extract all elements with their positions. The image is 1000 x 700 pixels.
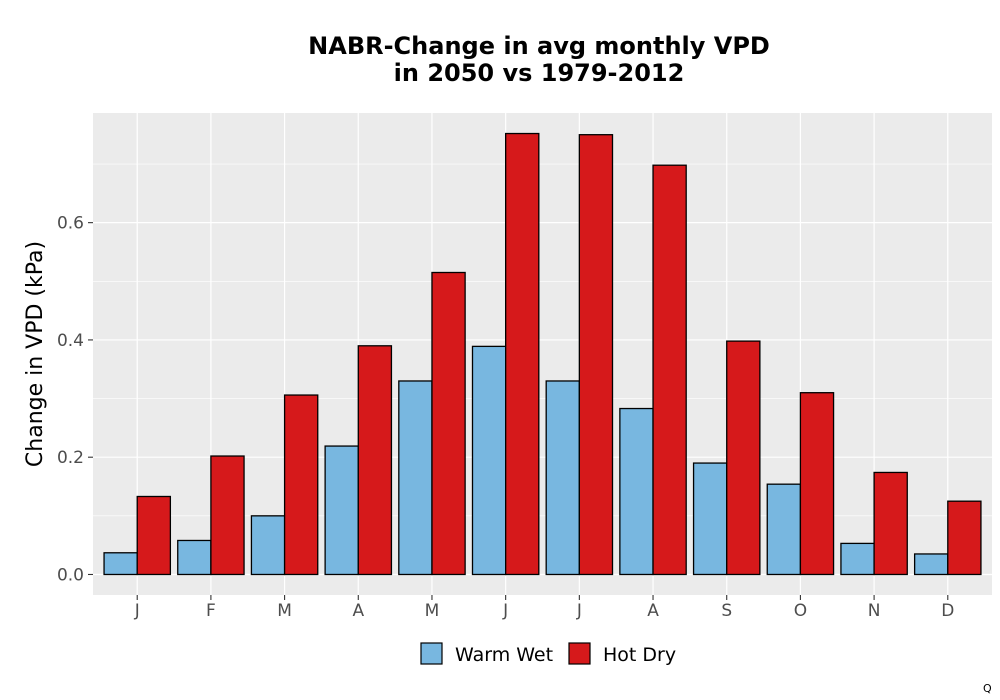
legend-label-hot-dry: Hot Dry — [603, 644, 676, 666]
bar-warm-wet — [250, 515, 286, 576]
x-tick-label: J — [134, 601, 140, 621]
legend-swatch-hot-dry — [568, 642, 591, 665]
corner-mark: Q — [983, 682, 992, 695]
x-tick-label: O — [794, 601, 807, 621]
bar-warm-wet — [913, 553, 949, 576]
bar-hot-dry — [357, 345, 393, 576]
x-tick-label: N — [868, 601, 881, 621]
x-tick-label: A — [647, 601, 659, 621]
bar-hot-dry — [873, 471, 908, 576]
bar-warm-wet — [471, 345, 507, 576]
x-tick-label: D — [941, 601, 954, 621]
bar-hot-dry — [283, 394, 319, 576]
y-tick-label: 0.4 — [57, 331, 84, 351]
bar-warm-wet — [177, 539, 212, 576]
x-tick-label: M — [277, 601, 292, 621]
x-tick-label: J — [502, 601, 508, 621]
x-tick-label: A — [352, 601, 364, 621]
bar-hot-dry — [505, 132, 540, 576]
bar-warm-wet — [324, 445, 359, 576]
bar-hot-dry — [578, 134, 614, 576]
chart-title-line-1: NABR-Change in avg monthly VPD — [308, 32, 770, 60]
x-tick-label: F — [206, 601, 216, 621]
y-tick-label: 0.2 — [57, 448, 84, 468]
bar-warm-wet — [398, 380, 433, 576]
legend-swatch-warm-wet — [420, 642, 443, 665]
x-tick-label: J — [576, 601, 582, 621]
bar-warm-wet — [103, 552, 138, 576]
legend-label-warm-wet: Warm Wet — [455, 644, 553, 666]
bar-hot-dry — [210, 455, 245, 576]
bar-warm-wet — [692, 462, 728, 576]
y-tick-label: 0.0 — [57, 565, 84, 585]
bars — [103, 132, 982, 576]
y-axis-ticks: 0.0 0.2 0.4 0.6 — [57, 214, 93, 585]
bar-hot-dry — [431, 271, 466, 576]
y-tick-label: 0.6 — [57, 214, 84, 234]
bar-warm-wet — [840, 542, 875, 576]
bar-hot-dry — [799, 392, 835, 576]
x-tick-label: S — [721, 601, 732, 621]
y-axis-title: Change in VPD (kPa) — [23, 241, 48, 467]
legend: Warm Wet Hot Dry — [420, 642, 676, 666]
bar-hot-dry — [136, 495, 172, 576]
chart-title-line-2: in 2050 vs 1979-2012 — [394, 59, 685, 87]
bar-warm-wet — [545, 380, 580, 576]
bar-hot-dry — [652, 164, 687, 576]
bar-hot-dry — [726, 340, 761, 576]
x-tick-label: M — [425, 601, 440, 621]
bar-warm-wet — [619, 407, 654, 576]
bar-warm-wet — [766, 483, 802, 576]
bar-hot-dry — [947, 500, 982, 576]
